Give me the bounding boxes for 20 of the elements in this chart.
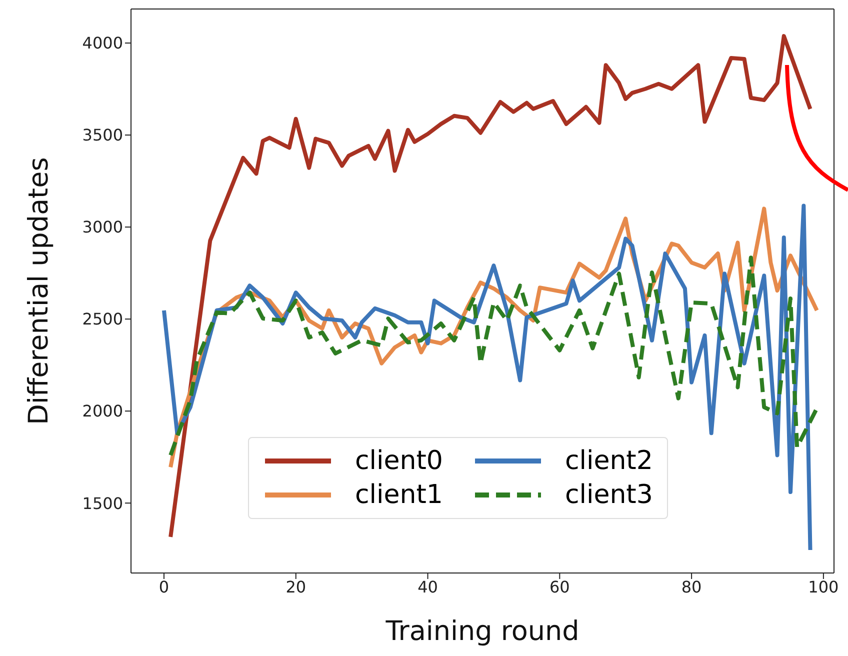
- y-tick-label: 3500: [82, 126, 123, 145]
- x-tick-label: 80: [681, 577, 702, 596]
- legend-label: client1: [355, 480, 443, 510]
- x-tick-label: 100: [808, 577, 839, 596]
- x-tick-label: 40: [418, 577, 438, 596]
- y-tick-label: 2000: [82, 402, 123, 421]
- y-tick-label: 4000: [82, 34, 123, 53]
- y-tick-label: 3000: [82, 218, 123, 237]
- x-tick-label: 60: [549, 577, 570, 596]
- line-series: [162, 204, 812, 552]
- legend-label: client2: [564, 446, 653, 476]
- y-tick-label: 1500: [82, 494, 123, 513]
- legend-label: client0: [355, 446, 443, 476]
- x-axis-title: Training round: [384, 616, 580, 647]
- legend-label: client3: [564, 480, 653, 510]
- line-series: [168, 34, 812, 539]
- y-axis-title: Differential updates: [24, 157, 55, 425]
- y-tick-label: 2500: [82, 310, 123, 329]
- x-tick-label: 0: [158, 577, 170, 596]
- x-tick-label: 20: [286, 577, 306, 596]
